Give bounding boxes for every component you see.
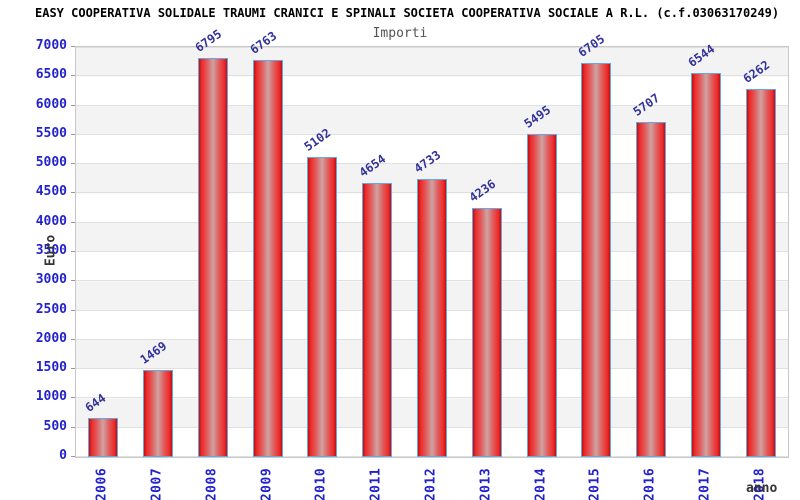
bar-2015 [581, 63, 612, 457]
x-axis-title: anno [746, 481, 778, 496]
gridline [76, 75, 788, 77]
y-tick-mark [71, 46, 75, 47]
y-tick-label: 4000 [35, 213, 67, 229]
y-tick-label: 5500 [35, 125, 67, 141]
x-tick-label-2010: 2010 [313, 467, 329, 500]
bar-value-label: 4236 [466, 176, 499, 205]
x-tick-label-2009: 2009 [259, 467, 275, 500]
bar-value-label: 4733 [411, 147, 444, 176]
y-tick-mark [71, 163, 75, 165]
bar-2013 [471, 207, 502, 457]
y-tick-label: 5000 [35, 155, 67, 171]
y-axis-title: Euro [43, 234, 59, 267]
y-tick-mark [71, 192, 75, 194]
x-tick-label-2016: 2016 [642, 467, 658, 500]
bar-2018 [745, 89, 776, 457]
bar-2010 [307, 157, 338, 457]
bar-2012 [417, 178, 447, 457]
bar-2006 [88, 418, 119, 457]
bar-2017 [690, 72, 721, 457]
bar-value-label: 4654 [356, 152, 389, 181]
y-tick-mark [71, 368, 75, 370]
bar-value-label: 5495 [521, 102, 553, 131]
gridline [76, 163, 788, 165]
x-tick-label-2011: 2011 [368, 467, 384, 500]
bar-value-label: 1469 [137, 338, 170, 367]
x-tick-label-2007: 2007 [149, 467, 165, 500]
y-tick-mark [71, 309, 75, 311]
x-tick-label-2014: 2014 [533, 467, 549, 500]
bar-value-label: 6795 [192, 26, 225, 55]
gridline [76, 104, 788, 106]
chart-subtitle: Importi [372, 26, 428, 41]
y-tick-label: 0 [59, 448, 67, 463]
bar-value-label: 6705 [575, 32, 608, 61]
y-tick-label: 3500 [35, 243, 67, 258]
y-tick-label: 4500 [35, 184, 67, 200]
y-tick-label: 6000 [35, 96, 67, 112]
y-tick-mark [71, 75, 75, 77]
y-tick-mark [71, 456, 75, 457]
x-tick-label-2006: 2006 [94, 467, 110, 500]
bar-2016 [636, 121, 667, 457]
chart-title: EASY COOPERATIVA SOLIDALE TRAUMI CRANICI… [35, 6, 780, 20]
bar-2011 [362, 183, 393, 457]
y-tick-label: 1000 [35, 389, 67, 405]
x-tick-label-2012: 2012 [423, 467, 439, 500]
gridline [76, 47, 788, 48]
y-tick-mark [71, 133, 75, 135]
y-tick-mark [71, 397, 75, 399]
y-tick-label: 2500 [35, 301, 67, 317]
bar-value-label: 644 [82, 391, 109, 416]
y-tick-mark [71, 104, 75, 106]
plot-area: 644 1469 6795 6763 5102 4654 4733 4236 5495 6705 5… [75, 27, 789, 458]
y-tick-mark [71, 426, 75, 428]
gridline [76, 133, 788, 135]
x-tick-label-2015: 2015 [587, 467, 603, 500]
bar-value-label: 5102 [301, 125, 334, 154]
bar-2014 [526, 134, 557, 457]
y-tick-mark [71, 338, 75, 340]
x-tick-label-2017: 2017 [697, 467, 713, 500]
y-tick-label: 1500 [35, 360, 67, 376]
y-tick-mark [71, 251, 75, 252]
y-tick-label: 6500 [35, 67, 67, 83]
x-tick-label-2013: 2013 [478, 467, 494, 500]
y-tick-label: 500 [43, 418, 67, 434]
bar-value-label: 5707 [630, 90, 663, 119]
y-tick-label: 3000 [35, 272, 67, 288]
y-tick-label: 2000 [35, 330, 67, 346]
bar-2007 [143, 369, 174, 457]
y-tick-mark [71, 280, 75, 282]
bar-value-label: 6763 [247, 28, 279, 57]
bar-2008 [197, 58, 228, 457]
bar-2009 [252, 59, 283, 457]
y-tick-mark [71, 221, 75, 223]
x-tick-label-2008: 2008 [204, 467, 220, 500]
bar-value-label: 6262 [740, 58, 772, 87]
y-tick-label: 7000 [35, 38, 67, 53]
